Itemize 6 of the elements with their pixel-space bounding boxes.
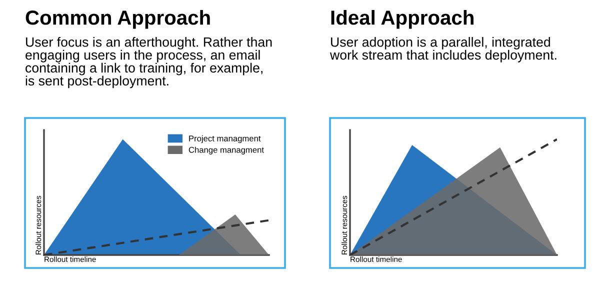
legend-label: Change managment xyxy=(188,146,264,154)
chart-title: Common Approach xyxy=(26,10,210,29)
chart-subtitle: User focus is an afterthought. Rather than engaging users in the process, an email containing a link to training, for example, is sent post-deployment. xyxy=(26,37,272,88)
legend-label: Project managment xyxy=(189,135,261,144)
chart-title: Ideal Approach xyxy=(331,10,474,29)
chart-subtitle: User adoption is a parallel, integrated work stream that includes deployment. xyxy=(330,37,556,62)
